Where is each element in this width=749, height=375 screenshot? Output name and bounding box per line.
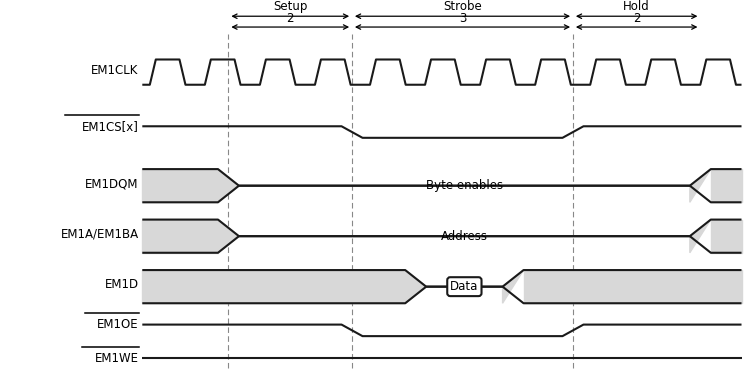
Text: 2: 2 (286, 12, 294, 25)
Polygon shape (690, 169, 711, 202)
Polygon shape (142, 236, 239, 253)
Text: Byte enables: Byte enables (426, 179, 503, 192)
Polygon shape (142, 270, 426, 286)
Polygon shape (405, 270, 426, 303)
Text: 3: 3 (459, 12, 466, 25)
Text: Address: Address (441, 230, 488, 243)
Text: EM1DQM: EM1DQM (85, 177, 139, 190)
Polygon shape (218, 169, 239, 202)
Text: Setup: Setup (273, 0, 307, 13)
Polygon shape (503, 270, 524, 303)
Polygon shape (690, 220, 711, 253)
Text: Hold: Hold (623, 0, 650, 13)
Text: EM1A/EM1BA: EM1A/EM1BA (61, 228, 139, 241)
Polygon shape (142, 286, 426, 303)
Polygon shape (142, 220, 239, 236)
Polygon shape (218, 220, 239, 253)
Text: Data: Data (450, 280, 479, 293)
Text: Strobe: Strobe (443, 0, 482, 13)
Text: EM1CLK: EM1CLK (91, 64, 139, 77)
Polygon shape (142, 186, 239, 202)
Text: EM1D: EM1D (104, 278, 139, 291)
Text: EM1WE: EM1WE (94, 351, 139, 364)
Text: EM1OE: EM1OE (97, 318, 139, 331)
Polygon shape (142, 169, 239, 186)
Text: 2: 2 (633, 12, 640, 25)
Text: EM1CS[x]: EM1CS[x] (82, 120, 139, 133)
